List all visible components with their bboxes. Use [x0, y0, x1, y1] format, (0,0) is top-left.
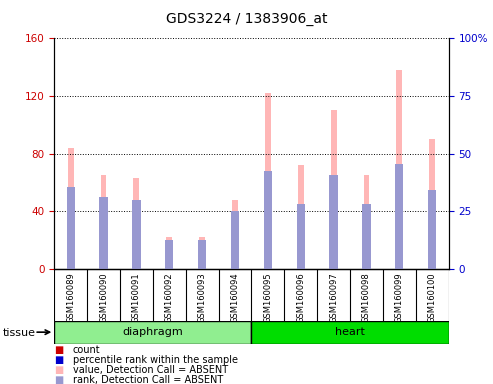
Bar	[331, 111, 337, 269]
Bar	[68, 148, 73, 269]
Text: value, Detection Call = ABSENT: value, Detection Call = ABSENT	[73, 365, 228, 375]
Text: GSM160093: GSM160093	[198, 272, 207, 323]
Bar	[134, 178, 140, 269]
Text: count: count	[73, 345, 101, 355]
Text: diaphragm: diaphragm	[122, 327, 183, 337]
Text: ■: ■	[54, 355, 64, 365]
Bar	[67, 187, 75, 269]
Text: GSM160100: GSM160100	[428, 272, 437, 323]
Bar	[298, 165, 304, 269]
Bar	[428, 190, 436, 269]
Bar	[54, 321, 251, 344]
Text: GSM160096: GSM160096	[296, 272, 305, 323]
Bar	[264, 171, 272, 269]
Text: heart: heart	[335, 327, 365, 337]
Text: GSM160098: GSM160098	[362, 272, 371, 323]
Bar	[166, 237, 172, 269]
Bar	[265, 93, 271, 269]
Text: GSM160089: GSM160089	[66, 272, 75, 323]
Bar	[199, 237, 205, 269]
Text: rank, Detection Call = ABSENT: rank, Detection Call = ABSENT	[73, 375, 223, 384]
Text: GSM160099: GSM160099	[395, 272, 404, 323]
Bar	[101, 175, 106, 269]
Text: GSM160094: GSM160094	[231, 272, 240, 323]
Bar	[251, 321, 449, 344]
Text: tissue: tissue	[2, 328, 35, 338]
Text: ■: ■	[54, 365, 64, 375]
Bar	[395, 164, 403, 269]
Bar	[362, 204, 371, 269]
Bar	[100, 197, 107, 269]
Bar	[396, 70, 402, 269]
Text: GSM160092: GSM160092	[165, 272, 174, 323]
Bar	[132, 200, 141, 269]
Text: ■: ■	[54, 345, 64, 355]
Bar	[429, 139, 435, 269]
Bar	[232, 200, 238, 269]
Bar	[165, 240, 174, 269]
Text: GSM160091: GSM160091	[132, 272, 141, 323]
Text: percentile rank within the sample: percentile rank within the sample	[73, 355, 238, 365]
Text: GSM160095: GSM160095	[263, 272, 272, 323]
Text: ■: ■	[54, 375, 64, 384]
Bar	[198, 240, 206, 269]
Bar	[231, 211, 239, 269]
Bar	[329, 175, 338, 269]
Bar	[363, 175, 369, 269]
Text: GSM160090: GSM160090	[99, 272, 108, 323]
Text: GSM160097: GSM160097	[329, 272, 338, 323]
Bar	[297, 204, 305, 269]
Text: GDS3224 / 1383906_at: GDS3224 / 1383906_at	[166, 12, 327, 26]
